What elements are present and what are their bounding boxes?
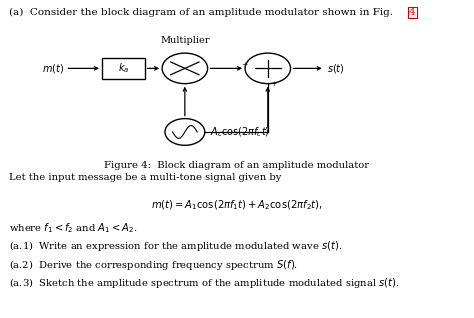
Circle shape <box>165 119 205 145</box>
Text: $s(t)$: $s(t)$ <box>327 62 345 75</box>
Bar <box>102 58 145 79</box>
Text: (a.3)  Sketch the amplitude spectrum of the amplitude modulated signal $s(t)$.: (a.3) Sketch the amplitude spectrum of t… <box>9 276 400 290</box>
Text: +: + <box>241 60 247 69</box>
Text: $m(t) = A_1\cos(2\pi f_1 t) + A_2\cos(2\pi f_2 t),$: $m(t) = A_1\cos(2\pi f_1 t) + A_2\cos(2\… <box>151 199 323 212</box>
Text: where $f_1 < f_2$ and $A_1 < A_2$.: where $f_1 < f_2$ and $A_1 < A_2$. <box>9 221 138 235</box>
Text: Figure 4:  Block diagram of an amplitude modulator: Figure 4: Block diagram of an amplitude … <box>104 161 370 169</box>
Text: Let the input message be a multi-tone signal given by: Let the input message be a multi-tone si… <box>9 173 282 182</box>
Text: +: + <box>270 80 277 88</box>
Circle shape <box>162 53 208 84</box>
Text: 4: 4 <box>409 8 416 17</box>
Text: $A_c\cos(2\pi f_c t)$: $A_c\cos(2\pi f_c t)$ <box>210 125 270 139</box>
Circle shape <box>245 53 291 84</box>
Text: Multiplier: Multiplier <box>160 36 210 45</box>
Text: (a.1)  Write an expression for the amplitude modulated wave $s(t)$.: (a.1) Write an expression for the amplit… <box>9 239 343 253</box>
Text: $m(t)$: $m(t)$ <box>42 62 64 75</box>
Text: $k_a$: $k_a$ <box>118 61 129 75</box>
Text: (a.2)  Derive the corresponding frequency spectrum $S(f)$.: (a.2) Derive the corresponding frequency… <box>9 258 299 272</box>
Text: (a)  Consider the block diagram of an amplitude modulator shown in Fig.: (a) Consider the block diagram of an amp… <box>9 8 397 17</box>
